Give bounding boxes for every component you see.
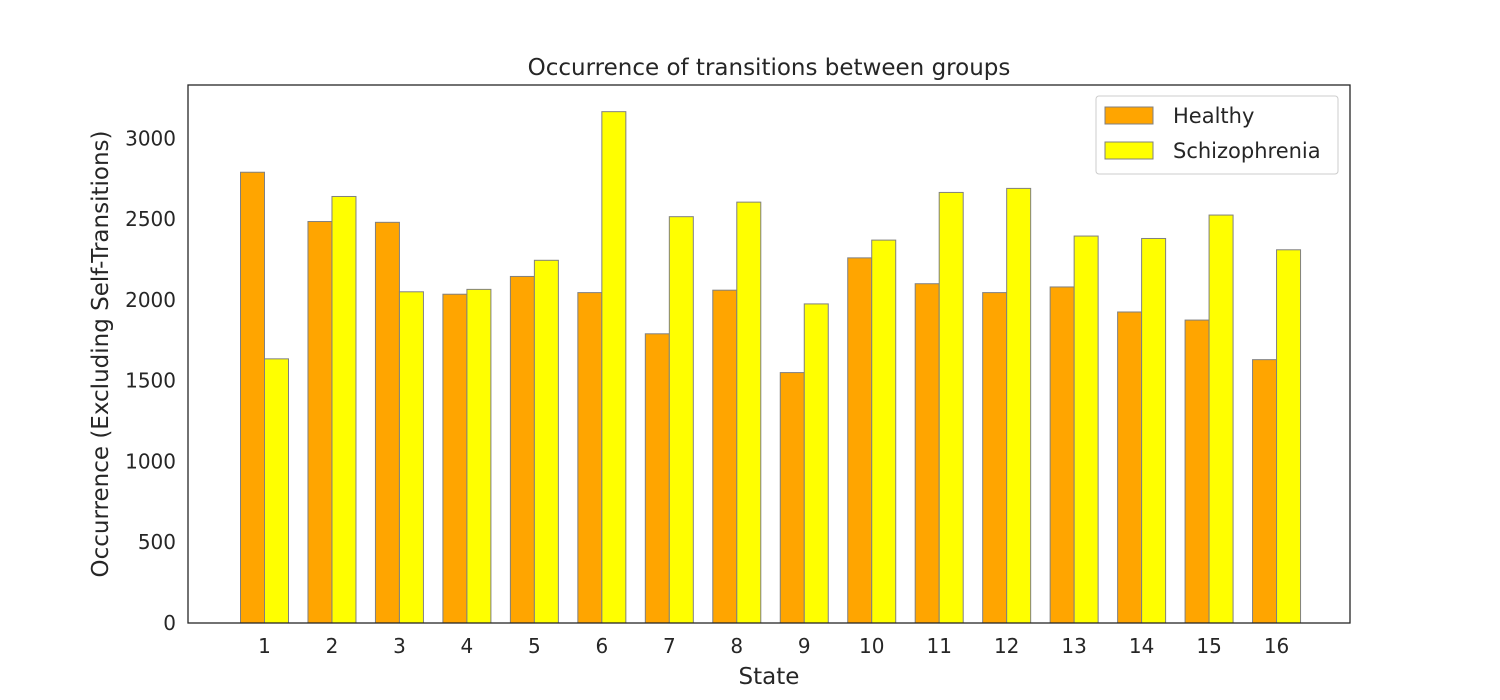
bar-schizophrenia-state-4 [466,288,492,624]
legend-swatch-schizophrenia [1104,141,1154,160]
bar-schizophrenia-state-15 [1208,214,1234,624]
x-tick-label-8: 8 [730,634,743,658]
x-tick-label-15: 15 [1196,634,1221,658]
bar-schizophrenia-state-14 [1141,237,1167,624]
bar-schizophrenia-state-16 [1276,249,1302,624]
y-tick-label-3000: 3000 [125,126,176,150]
x-axis-label: State [739,664,800,690]
bar-healthy-state-8 [712,289,738,624]
bar-healthy-state-4 [442,293,468,624]
x-tick-label-12: 12 [994,634,1019,658]
bars-layer [240,111,1302,624]
bar-healthy-state-2 [307,221,333,624]
ticks-layer: 1 2 3 4 5 6 7 8 9 10 11 12 13 14 15 1605001000150020002… [125,126,1289,658]
bar-healthy-state-11 [914,283,940,624]
legend-label-healthy: Healthy [1173,104,1254,128]
x-tick-label-1: 1 [258,634,271,658]
x-tick-label-7: 7 [663,634,676,658]
bar-healthy-state-10 [847,257,873,624]
legend-box [1095,95,1339,175]
bar-healthy-state-14 [1117,311,1143,624]
x-tick-label-16: 16 [1264,634,1289,658]
plot-area-frame [187,84,1351,624]
bar-schizophrenia-state-6 [601,111,627,624]
bar-healthy-state-1 [240,171,265,624]
y-tick-label-0: 0 [163,611,176,635]
chart-title: Occurrence of transitions between groups [528,55,1011,81]
x-tick-label-2: 2 [326,634,339,658]
bar-schizophrenia-state-11 [938,191,964,624]
bar-healthy-state-13 [1049,286,1075,624]
bar-healthy-state-5 [509,275,535,624]
y-tick-label-500: 500 [138,530,176,554]
bar-schizophrenia-state-9 [803,303,829,624]
x-tick-label-9: 9 [798,634,811,658]
legend-swatch-healthy [1104,106,1154,125]
bar-healthy-state-9 [779,372,805,624]
bar-healthy-state-15 [1184,319,1210,624]
y-tick-label-1000: 1000 [125,449,176,473]
x-tick-label-13: 13 [1061,634,1086,658]
bar-schizophrenia-state-3 [398,291,424,624]
bar-schizophrenia-state-12 [1006,187,1032,624]
x-tick-label-6: 6 [595,634,608,658]
bar-schizophrenia-state-13 [1073,235,1099,624]
bar-schizophrenia-state-2 [331,195,357,624]
x-tick-label-10: 10 [859,634,884,658]
legend: Healthy Schizophrenia [1095,95,1339,175]
legend-label-schizophrenia: Schizophrenia [1173,139,1321,163]
x-tick-label-3: 3 [393,634,406,658]
bar-schizophrenia-state-8 [736,201,762,624]
x-tick-label-5: 5 [528,634,541,658]
bar-healthy-state-3 [374,221,400,624]
x-tick-label-14: 14 [1129,634,1154,658]
y-axis-label: Occurrence (Excluding Self-Transitions) [88,131,114,578]
bar-healthy-state-6 [577,292,603,624]
bar-healthy-state-16 [1252,359,1278,624]
y-tick-label-1500: 1500 [125,369,176,393]
bar-schizophrenia-state-10 [871,239,897,624]
y-tick-label-2500: 2500 [125,207,176,231]
bar-healthy-state-12 [982,292,1008,624]
x-tick-label-4: 4 [461,634,474,658]
bar-healthy-state-7 [644,333,670,624]
y-tick-label-2000: 2000 [125,288,176,312]
bar-schizophrenia-state-5 [533,259,559,624]
x-tick-label-11: 11 [926,634,951,658]
bar-schizophrenia-state-1 [264,358,289,624]
bar-schizophrenia-state-7 [668,216,694,624]
